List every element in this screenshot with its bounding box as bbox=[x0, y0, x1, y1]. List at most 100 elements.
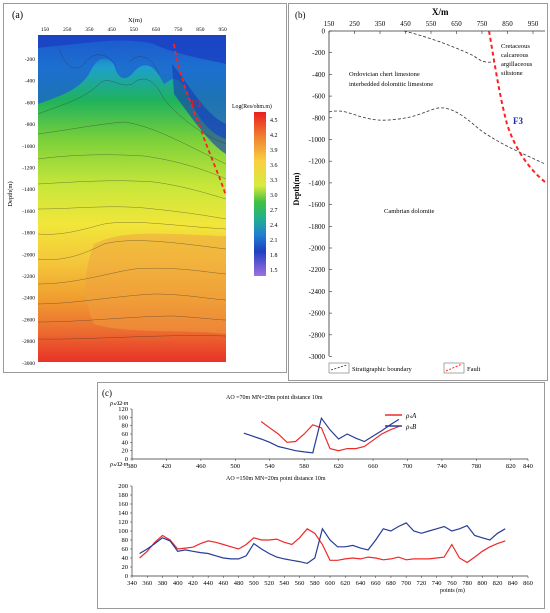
y-tick-label: 60 bbox=[122, 431, 129, 438]
unit-upper-line1: Ordovician chert limestone bbox=[349, 71, 420, 78]
panel-a-y-tick: -2400 bbox=[22, 296, 35, 302]
x-tick-label: 420 bbox=[188, 580, 198, 587]
panel-a-y-tick: -1600 bbox=[22, 209, 35, 215]
x-tick-label: 660 bbox=[371, 580, 381, 587]
panel-b-label: (b) bbox=[295, 10, 306, 20]
unit-right-line4: siltstone bbox=[501, 70, 523, 77]
chart1-title: AO =70m MN=20m point distance 10m bbox=[226, 395, 323, 401]
panel-b-x-title: X/m bbox=[432, 7, 449, 17]
panel-a-y-tick: -2600 bbox=[22, 317, 35, 323]
panel-b-y-title: Depth(m) bbox=[292, 172, 301, 205]
x-tick-label: 680 bbox=[386, 580, 396, 587]
panel-b-y-ticks: 0 -200 -400 -600 -800 -1000 -1200 -1400 -1600 -18… bbox=[309, 28, 332, 361]
panel-b-y-tick: -2400 bbox=[309, 288, 326, 296]
panel-a-y-ticks: -200 -400 -600 -800 -1000 -1200 -1400 -1600 -180… bbox=[22, 57, 35, 367]
colorbar-ticks: 4.5 4.2 3.9 3.6 3.3 3.0 2.7 2.4 2.1 1.8 1.5 bbox=[270, 118, 278, 274]
y-tick-label: 80 bbox=[122, 423, 129, 430]
y-tick-label: 200 bbox=[118, 483, 128, 490]
chart2-title: AO =150m MN=20m point distance 10m bbox=[226, 476, 326, 482]
panel-b-x-tick: 650 bbox=[451, 20, 462, 28]
panel-a-label: (a) bbox=[12, 10, 23, 21]
colorbar-tick: 3.9 bbox=[270, 148, 278, 154]
chart2-plot: 0 20 40 60 80 100 120 140 160 180 200 340 360 380 400 4… bbox=[118, 483, 533, 587]
panel-b-y-tick: -400 bbox=[312, 71, 325, 79]
panel-b-y-tick: -1600 bbox=[309, 201, 326, 209]
unit-lower: Cambrian dolomite bbox=[384, 208, 434, 215]
y-tick-label: 120 bbox=[118, 406, 128, 413]
x-tick-label: 400 bbox=[173, 580, 183, 587]
x-tick-label: 840 bbox=[508, 580, 518, 587]
legend-boundary-label: Stratigraphic boundary bbox=[352, 366, 412, 373]
boundary-upper bbox=[403, 30, 495, 63]
fault-line-f3 bbox=[173, 43, 227, 197]
legend-boundary-swatch bbox=[330, 364, 348, 371]
y-tick-label: 140 bbox=[118, 510, 128, 517]
panel-b-y-tick: -1200 bbox=[309, 158, 326, 166]
panel-b-y-tick: 0 bbox=[322, 28, 326, 36]
panel-a-y-tick: -2000 bbox=[22, 252, 35, 258]
panel-a-x-tick: 850 bbox=[196, 27, 205, 33]
x-tick-label: 820 bbox=[493, 580, 503, 587]
x-tick-label: 800 bbox=[477, 580, 487, 587]
unit-right-line3: argillaceous bbox=[501, 61, 533, 68]
unit-right-line1: Cretaceous bbox=[501, 43, 530, 50]
legend-boundary-box bbox=[328, 362, 350, 374]
y-tick-label: 40 bbox=[122, 439, 129, 446]
panel-c: (c) ρₛ/Ω·m AO =70m MN=20m point distance… bbox=[97, 382, 545, 609]
panel-a: (a) X(m) 150 250 350 450 550 650 750 850 950 -20… bbox=[3, 3, 287, 373]
chart1-legend: ρₛA ρₛB bbox=[385, 412, 417, 431]
colorbar-tick: 3.3 bbox=[270, 178, 278, 184]
y-tick-label: 20 bbox=[122, 564, 129, 571]
panel-a-y-tick: -1400 bbox=[22, 187, 35, 193]
colorbar-tick: 1.8 bbox=[270, 253, 278, 259]
panel-b-y-tick: -3000 bbox=[309, 353, 326, 361]
panel-a-x-tick: 550 bbox=[130, 27, 139, 33]
chart1-ylabel: ρₛ/Ω·m bbox=[109, 400, 129, 407]
panel-a-x-tick: 650 bbox=[152, 27, 161, 33]
panel-a-y-title: Depth(m) bbox=[7, 181, 14, 206]
x-tick-label: 520 bbox=[264, 580, 274, 587]
unit-right-line2: calcareous bbox=[501, 52, 529, 59]
x-tick-label: 700 bbox=[401, 580, 411, 587]
x-tick-label: 620 bbox=[340, 580, 350, 587]
panel-a-y-tick: -400 bbox=[25, 79, 35, 85]
panel-a-y-tick: -600 bbox=[25, 100, 35, 106]
panel-a-y-tick: -800 bbox=[25, 122, 35, 128]
panel-b-y-tick: -600 bbox=[312, 93, 325, 101]
panel-a-x-tick: 750 bbox=[174, 27, 183, 33]
y-tick-label: 100 bbox=[118, 414, 128, 421]
colorbar-tick: 3.0 bbox=[270, 193, 278, 199]
x-tick-label: 820 bbox=[506, 463, 516, 470]
panel-a-y-tick: -2800 bbox=[22, 339, 35, 345]
x-tick-label: 540 bbox=[265, 463, 275, 470]
panel-b-x-tick: 250 bbox=[349, 20, 360, 28]
legend-fault-swatch bbox=[445, 363, 463, 372]
resistivity-section-a: (a) X(m) 150 250 350 450 550 650 750 850 950 -20… bbox=[7, 10, 278, 367]
x-tick-label: 640 bbox=[356, 580, 366, 587]
x-tick-label: 760 bbox=[447, 580, 457, 587]
colorbar-tick: 4.5 bbox=[270, 118, 278, 124]
panel-a-x-tick: 450 bbox=[107, 27, 116, 33]
x-tick-label: 720 bbox=[417, 580, 427, 587]
y-tick-label: 60 bbox=[122, 546, 129, 553]
chart2-xlabel: points (m) bbox=[440, 587, 465, 594]
boundary-lower bbox=[328, 107, 546, 165]
panel-b-y-tick: -1400 bbox=[309, 179, 326, 187]
x-tick-label: 340 bbox=[127, 580, 137, 587]
unit-upper-line2: interbedded dolomitic limestone bbox=[349, 81, 433, 88]
y-tick-label: 0 bbox=[125, 456, 128, 463]
x-tick-label: 740 bbox=[432, 580, 442, 587]
y-tick-label: 120 bbox=[118, 519, 128, 526]
y-tick-label: 20 bbox=[122, 448, 129, 455]
panel-a-y-tick: -1200 bbox=[22, 166, 35, 172]
colorbar-tick: 2.4 bbox=[270, 223, 278, 229]
panel-b-x-ticks: 150 250 350 450 550 650 750 850 950 bbox=[324, 20, 539, 34]
panel-a-x-ticks: 150 250 350 450 550 650 750 850 950 bbox=[41, 27, 227, 33]
panel-b-y-tick: -1800 bbox=[309, 223, 326, 231]
surface-zone bbox=[38, 35, 226, 64]
legend-fault-label: Fault bbox=[467, 366, 481, 373]
panel-b-y-tick: -2600 bbox=[309, 310, 326, 318]
panel-a-y-tick: -200 bbox=[25, 57, 35, 63]
legend-fault-box bbox=[443, 362, 465, 374]
x-tick-label: 380 bbox=[127, 463, 137, 470]
